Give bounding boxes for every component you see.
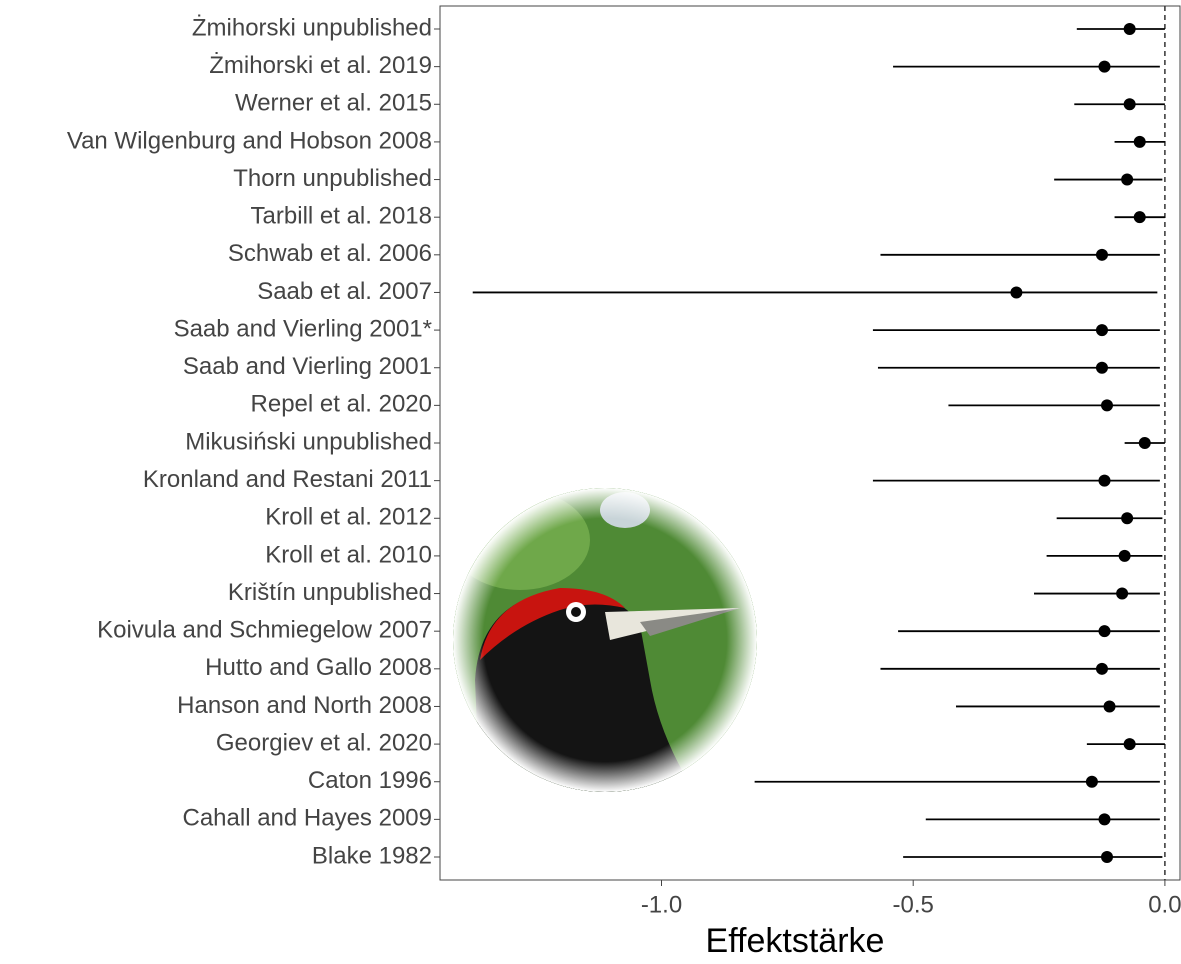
- y-tick-label: Hutto and Gallo 2008: [205, 654, 432, 681]
- y-tick-label: Mikusiński unpublished: [185, 428, 432, 455]
- y-tick-label: Krištín unpublished: [228, 579, 432, 606]
- y-tick-label: Kroll et al. 2012: [265, 504, 432, 531]
- point: [1121, 512, 1134, 525]
- y-tick-label: Żmihorski unpublished: [192, 14, 432, 41]
- point: [1103, 700, 1116, 713]
- y-tick-label: Saab and Vierling 2001: [183, 353, 432, 380]
- point: [1095, 662, 1108, 675]
- x-axis-label: Effektstärke: [706, 922, 885, 959]
- y-tick-label: Tarbill et al. 2018: [251, 203, 432, 230]
- y-tick-label: Blake 1982: [312, 842, 432, 869]
- point: [1098, 625, 1111, 638]
- point: [1116, 587, 1129, 600]
- point: [1095, 324, 1108, 337]
- point: [1121, 173, 1134, 186]
- y-tick-label: Saab et al. 2007: [257, 278, 432, 305]
- point: [1123, 23, 1136, 35]
- x-tick-label: 0.0: [1148, 891, 1181, 918]
- point: [1123, 738, 1136, 751]
- point: [1133, 211, 1146, 224]
- y-tick-label: Żmihorski et al. 2019: [209, 52, 432, 79]
- y-tick-label: Georgiev et al. 2020: [216, 729, 432, 756]
- point: [1085, 775, 1098, 788]
- x-tick-label: -0.5: [893, 891, 934, 918]
- y-tick-label: Schwab et al. 2006: [228, 240, 432, 267]
- point: [1133, 135, 1146, 148]
- point: [1098, 60, 1111, 73]
- point: [1123, 98, 1136, 111]
- y-tick-label: Repel et al. 2020: [251, 391, 432, 418]
- y-tick-label: Van Wilgenburg and Hobson 2008: [67, 127, 432, 154]
- woodpecker-photo: [453, 488, 757, 792]
- y-tick-label: Hanson and North 2008: [177, 692, 432, 719]
- y-tick-label: Werner et al. 2015: [235, 90, 432, 117]
- x-tick-label: -1.0: [641, 891, 682, 918]
- point: [1095, 248, 1108, 261]
- y-tick-label: Caton 1996: [308, 767, 432, 794]
- point: [1101, 851, 1114, 863]
- point: [1095, 361, 1108, 374]
- y-tick-label: Koivula and Schmiegelow 2007: [97, 617, 432, 644]
- y-tick-label: Cahall and Hayes 2009: [182, 805, 432, 832]
- point: [1098, 474, 1111, 487]
- point: [1098, 813, 1111, 826]
- y-tick-label: Kroll et al. 2010: [265, 541, 432, 568]
- y-tick-label: Kronland and Restani 2011: [143, 466, 432, 493]
- point: [1138, 437, 1151, 449]
- point: [1118, 549, 1131, 562]
- point: [1010, 286, 1023, 299]
- y-tick-label: Saab and Vierling 2001*: [174, 315, 432, 342]
- point: [1101, 399, 1114, 412]
- y-tick-label: Thorn unpublished: [233, 165, 432, 192]
